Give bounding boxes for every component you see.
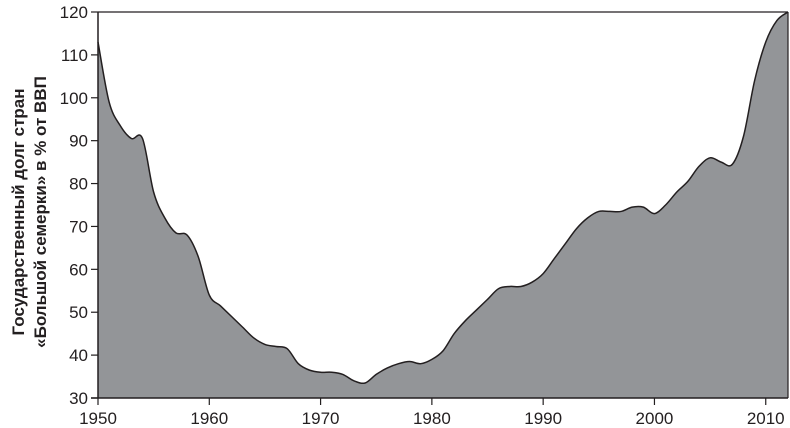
x-tick-label: 1990	[524, 409, 562, 428]
y-tick-label: 40	[69, 346, 88, 365]
y-tick-label: 120	[60, 3, 88, 22]
y-tick-label: 100	[60, 89, 88, 108]
x-tick-label: 1960	[190, 409, 228, 428]
y-tick-label: 50	[69, 303, 88, 322]
y-tick-label: 80	[69, 175, 88, 194]
x-tick-label: 1950	[79, 409, 117, 428]
area-fill	[98, 12, 788, 398]
x-tick-label: 2010	[747, 409, 785, 428]
y-tick-label: 60	[69, 260, 88, 279]
y-axis-label-line2: «Большой семерки» в % от ВВП	[31, 76, 50, 348]
y-tick-label: 90	[69, 132, 88, 151]
series-line	[97, 11, 789, 385]
y-axis-label-line1: Государственный долг стран	[9, 89, 28, 336]
y-tick-label: 110	[61, 46, 88, 65]
x-tick-label: 1970	[302, 409, 340, 428]
y-tick-label: 70	[69, 217, 88, 236]
x-tick-label: 1980	[413, 409, 451, 428]
y-tick-label: 30	[69, 389, 88, 408]
x-tick-label: 2000	[636, 409, 674, 428]
